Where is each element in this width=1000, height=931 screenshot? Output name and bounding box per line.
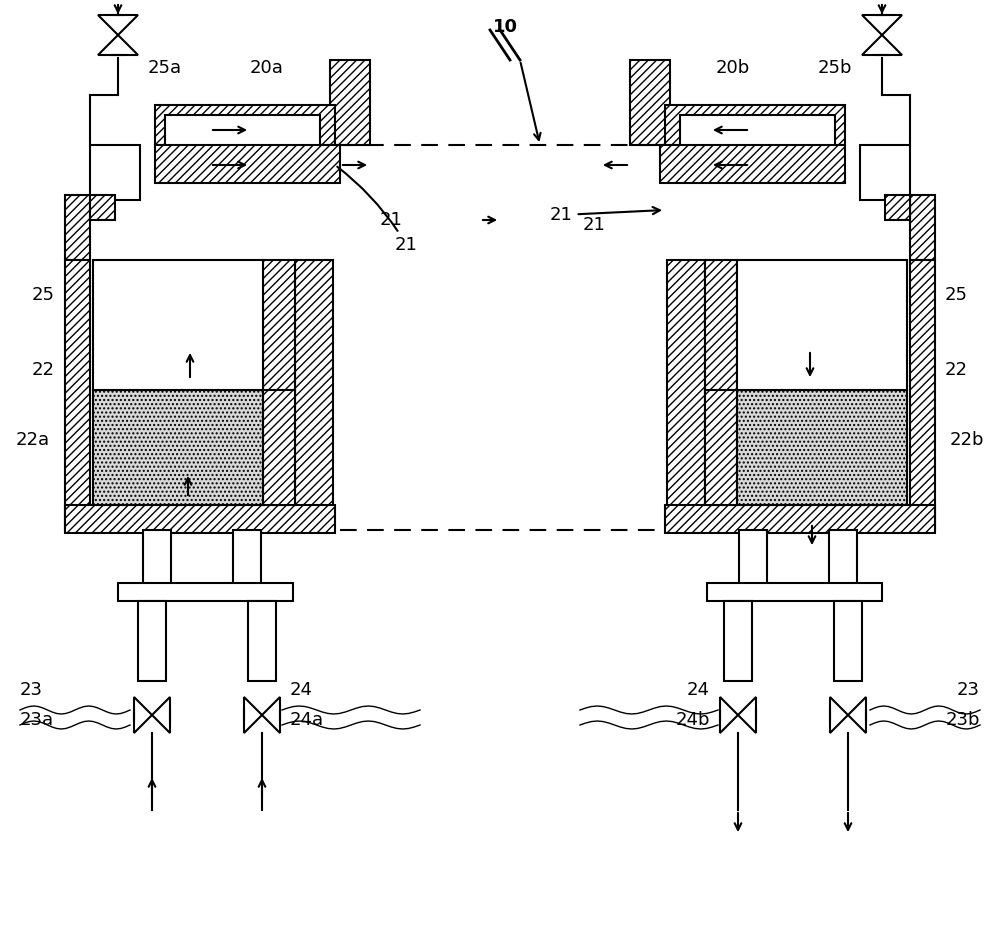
Text: 20b: 20b <box>716 59 750 77</box>
Polygon shape <box>98 15 138 35</box>
Bar <box>630 60 670 145</box>
Bar <box>665 505 935 533</box>
Bar <box>885 195 910 220</box>
Bar <box>737 260 907 390</box>
Bar <box>263 390 295 505</box>
Bar <box>910 260 935 530</box>
Bar <box>724 601 752 681</box>
Polygon shape <box>862 15 902 35</box>
Text: 23a: 23a <box>20 711 54 729</box>
Polygon shape <box>262 697 280 733</box>
Bar <box>138 601 166 681</box>
Text: 22b: 22b <box>950 431 984 449</box>
Bar <box>93 390 263 505</box>
Bar <box>65 260 90 530</box>
Bar <box>680 115 835 150</box>
Bar <box>93 260 263 390</box>
Polygon shape <box>862 35 902 55</box>
Polygon shape <box>98 35 138 55</box>
Bar <box>295 260 333 530</box>
Text: 10: 10 <box>492 18 518 36</box>
Polygon shape <box>738 697 756 733</box>
Text: 24b: 24b <box>676 711 710 729</box>
Bar <box>65 505 335 533</box>
Bar <box>667 260 705 530</box>
Bar <box>233 530 261 585</box>
Bar <box>143 530 171 585</box>
Bar <box>665 105 845 145</box>
Text: 21: 21 <box>550 206 660 224</box>
Polygon shape <box>134 697 152 733</box>
Bar <box>90 145 140 200</box>
Polygon shape <box>720 697 738 733</box>
Polygon shape <box>244 697 262 733</box>
Bar <box>707 583 882 601</box>
Text: 22: 22 <box>945 361 968 379</box>
Text: 24: 24 <box>687 681 710 699</box>
Text: 22a: 22a <box>16 431 50 449</box>
Text: 24: 24 <box>290 681 313 699</box>
Text: 22: 22 <box>32 361 55 379</box>
Text: 23b: 23b <box>946 711 980 729</box>
Bar <box>65 195 90 260</box>
Bar <box>705 390 737 505</box>
Text: 21: 21 <box>337 167 418 254</box>
Bar <box>248 601 276 681</box>
Text: 23: 23 <box>20 681 43 699</box>
Text: 21: 21 <box>380 211 403 229</box>
Bar <box>705 260 737 392</box>
Bar <box>739 530 767 585</box>
Bar <box>330 60 370 145</box>
Bar <box>834 601 862 681</box>
Text: 25b: 25b <box>818 59 852 77</box>
Bar <box>829 530 857 585</box>
Bar <box>155 145 340 183</box>
Bar <box>737 390 907 505</box>
Polygon shape <box>830 697 848 733</box>
Text: 21: 21 <box>582 216 605 234</box>
Text: 25: 25 <box>945 286 968 304</box>
Bar <box>910 195 935 260</box>
Polygon shape <box>152 697 170 733</box>
Bar <box>860 145 910 200</box>
Polygon shape <box>848 697 866 733</box>
Text: 25: 25 <box>32 286 55 304</box>
Text: 23: 23 <box>957 681 980 699</box>
Bar <box>90 195 115 220</box>
Bar <box>118 583 293 601</box>
Bar <box>165 115 320 150</box>
Bar <box>263 260 295 392</box>
Bar <box>155 105 335 145</box>
Text: 25a: 25a <box>148 59 182 77</box>
Bar <box>660 145 845 183</box>
Text: 20a: 20a <box>250 59 284 77</box>
Text: 24a: 24a <box>290 711 324 729</box>
